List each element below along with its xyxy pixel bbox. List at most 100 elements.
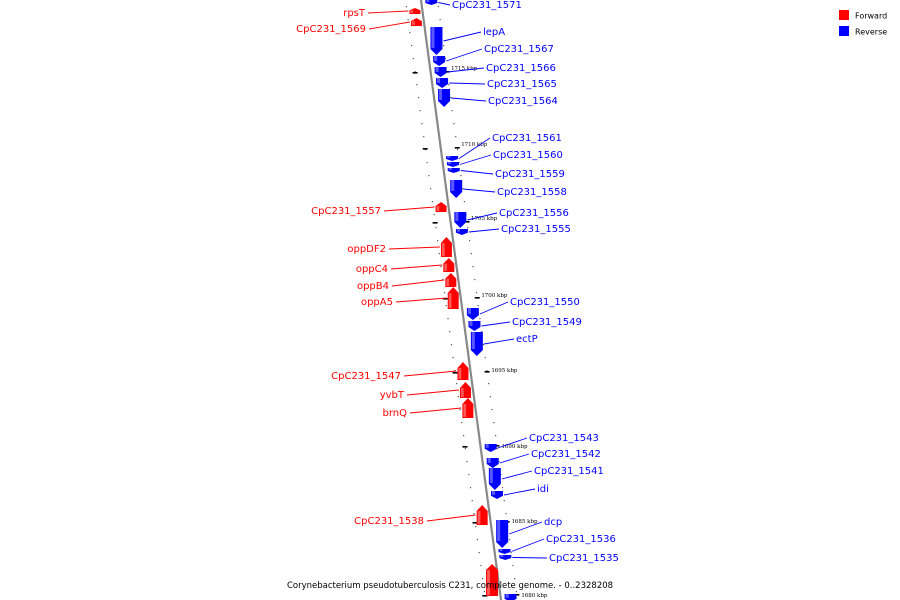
gene-leader-line	[458, 137, 491, 159]
gene-label: CpC231_1567	[484, 44, 554, 55]
gene-leader-line	[479, 301, 509, 315]
gene-label: rpsT	[343, 8, 366, 19]
gene-leader-line	[406, 389, 460, 396]
legend-reverse-label: Reverse	[855, 28, 887, 37]
kbp-tick-right	[454, 147, 460, 149]
gene-label: CpC231_1571	[452, 0, 522, 11]
gene-label: lepA	[483, 27, 505, 38]
forward-gene-arrow	[410, 18, 422, 26]
gene-leader-line	[497, 437, 528, 449]
gene-leader-line	[368, 21, 411, 30]
gene-label: CpC231_1565	[487, 79, 557, 90]
kbp-tick-right	[474, 297, 480, 299]
gene-label: ectP	[516, 334, 538, 345]
kbp-tick-label: 1700 kbp	[481, 293, 508, 299]
gene-leader-line	[501, 470, 533, 480]
reverse-gene-arrow	[454, 212, 467, 228]
kbp-tick-label: 1715 kbp	[451, 66, 478, 72]
gene-label: CpC231_1536	[546, 534, 616, 545]
gene-label: yvbT	[380, 390, 405, 401]
gene-label: CpC231_1535	[549, 553, 619, 564]
gene-leader-line	[503, 488, 536, 496]
legend-forward-label: Forward	[855, 12, 887, 21]
gene-label: CpC231_1564	[488, 96, 558, 107]
kbp-tick-right	[514, 594, 520, 596]
gene-leader-line	[460, 170, 494, 175]
kbp-tick-label: 1705 kbp	[471, 216, 498, 222]
kbp-tick-left	[472, 522, 478, 524]
legend-reverse-swatch	[839, 26, 849, 36]
gene-label: CpC231_1555	[501, 224, 571, 235]
gene-label: oppB4	[357, 281, 389, 292]
gene-label: CpC231_1550	[510, 297, 580, 308]
gene-leader-line	[426, 514, 476, 522]
gene-leader-line	[403, 370, 457, 377]
gene-leader-line	[512, 557, 548, 559]
legend: Forward Reverse	[839, 10, 887, 37]
gene-leader-line	[388, 246, 440, 250]
kbp-tick-left	[482, 595, 488, 597]
reverse-gene-arrow	[434, 67, 447, 77]
reverse-gene-arrow	[436, 78, 449, 88]
gene-leader-line	[409, 407, 462, 414]
gene-label: CpC231_1538	[354, 516, 424, 527]
gene-leader-line	[391, 279, 445, 287]
reverse-gene-arrow	[433, 56, 446, 66]
genome-caption: Corynebacterium pseudotuberculosis C231,…	[287, 581, 613, 591]
gene-leader-line	[390, 264, 443, 270]
gene-label: CpC231_1543	[529, 433, 599, 444]
reverse-gene-arrow	[468, 321, 481, 331]
gene-label: CpC231_1558	[497, 187, 567, 198]
forward-gene-arrow	[462, 398, 474, 418]
reverse-gene-arrow	[430, 27, 443, 55]
gene-leader-line	[445, 48, 483, 62]
reverse-gene-arrow	[450, 180, 463, 198]
gene-leader-line	[468, 228, 500, 233]
gene-label: CpC231_1549	[512, 317, 582, 328]
kbp-tick-right	[494, 445, 500, 447]
gene-leader-line	[438, 2, 451, 6]
gene-leader-line	[463, 188, 496, 193]
gene-label: CpC231_1561	[492, 133, 562, 144]
gene-leader-line	[395, 297, 447, 303]
reverse-gene-arrow	[466, 308, 479, 320]
reverse-gene-arrow	[498, 549, 511, 554]
reverse-gene-arrow	[438, 89, 451, 107]
gene-label: oppA5	[361, 297, 393, 308]
kbp-tick-left	[422, 148, 428, 150]
kbp-tick-right	[444, 71, 450, 73]
reverse-gene-arrow	[486, 458, 499, 468]
gene-label: oppC4	[356, 264, 388, 275]
kbp-tick-left	[412, 72, 418, 74]
genome-backbone	[419, 0, 503, 600]
forward-gene-arrow	[435, 202, 447, 212]
reverse-gene-arrow	[504, 594, 517, 600]
reverse-gene-arrow	[484, 444, 497, 452]
reverse-gene-arrow	[446, 162, 459, 167]
gene-label: CpC231_1547	[331, 371, 401, 382]
gene-leader-line	[467, 212, 498, 221]
forward-gene-arrow	[486, 564, 499, 596]
gene-label: CpC231_1560	[493, 150, 563, 161]
reverse-gene-arrow	[446, 156, 459, 161]
kbp-tick-left	[442, 298, 448, 300]
forward-gene-arrow	[443, 258, 455, 272]
gene-leader-line	[459, 154, 492, 165]
gene-label: CpC231_1542	[531, 449, 601, 460]
kbp-tick-left	[432, 222, 438, 224]
reverse-gene-arrow	[488, 468, 501, 490]
reverse-gene-arrow	[425, 0, 438, 5]
gene-leader-line	[447, 67, 485, 73]
forward-gene-arrow	[440, 237, 452, 257]
kbp-tick-right	[484, 371, 490, 373]
kbp-tick-label: 1680 kbp	[521, 593, 548, 599]
gene-label: oppDF2	[347, 244, 386, 255]
gene-label: brnQ	[383, 408, 408, 419]
gene-leader-line	[509, 521, 543, 535]
major-ticks: 1715 kbp 1710 kbp 1705 kbp 1700 kbp 1695 kbp…	[412, 66, 548, 599]
forward-gene-arrow	[459, 382, 471, 398]
gene-leader-line	[383, 206, 435, 212]
gene-leader-line	[443, 31, 482, 42]
gene-leader-line	[483, 338, 515, 345]
